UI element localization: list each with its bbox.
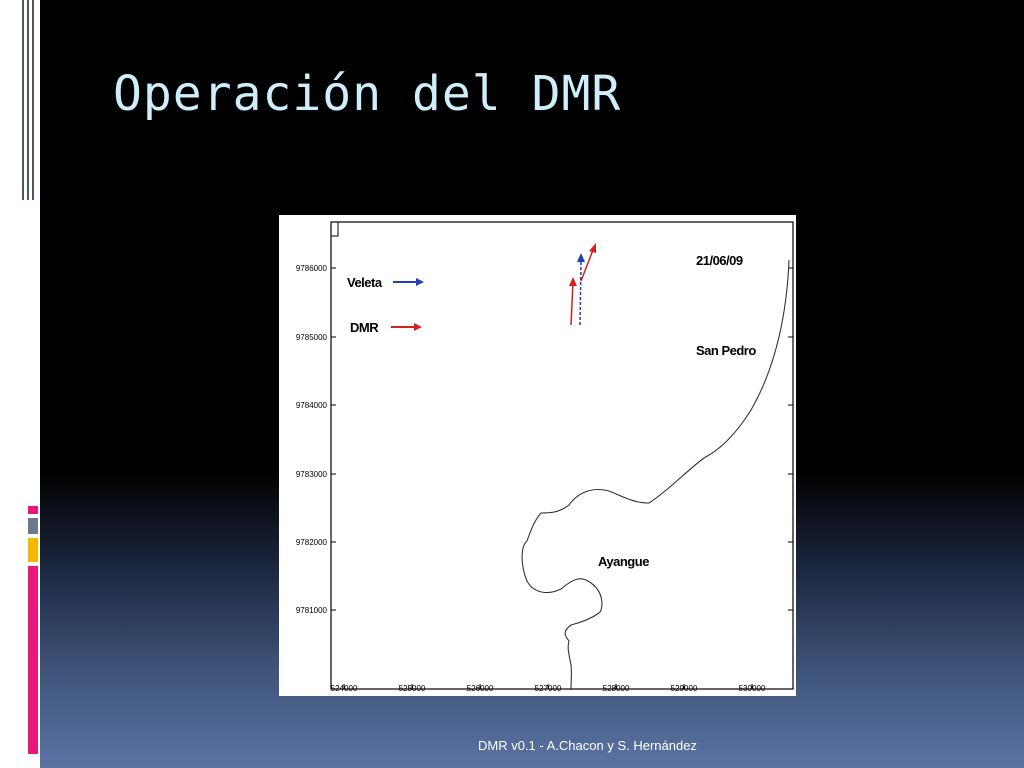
veleta-vector-head bbox=[577, 253, 585, 262]
slide-title: Operación del DMR bbox=[113, 66, 622, 122]
map-figure: 9786000 9785000 9784000 9783000 9782000 … bbox=[279, 215, 796, 696]
dmr-vector-head bbox=[569, 277, 577, 286]
date-label: 21/06/09 bbox=[696, 253, 743, 268]
y-tick-label: 9781000 bbox=[296, 606, 328, 615]
legend-label-dmr: DMR bbox=[350, 320, 379, 335]
place-label-ayangue: Ayangue bbox=[598, 554, 649, 569]
x-tick-label: 526000 bbox=[467, 684, 494, 693]
y-tick-label: 9784000 bbox=[296, 401, 328, 410]
x-tick-label: 528000 bbox=[603, 684, 630, 693]
accent-gray bbox=[28, 518, 38, 534]
legend-label-veleta: Veleta bbox=[347, 275, 383, 290]
corner-marker bbox=[330, 221, 339, 237]
dmr-vector bbox=[570, 282, 574, 326]
legend: Veleta DMR bbox=[347, 275, 424, 335]
x-tick-label: 525000 bbox=[399, 684, 426, 693]
x-tick-label: 524000 bbox=[331, 684, 358, 693]
band-lines bbox=[22, 0, 36, 200]
y-tick-label: 9782000 bbox=[296, 538, 328, 547]
slide-footer: DMR v0.1 - A.Chacon y S. Hernández bbox=[478, 738, 697, 753]
legend-arrowhead-veleta bbox=[416, 278, 424, 286]
x-tick-label: 529000 bbox=[671, 684, 698, 693]
dmr-vector bbox=[580, 249, 594, 282]
left-decorative-band bbox=[0, 0, 40, 768]
x-tick-label: 530000 bbox=[739, 684, 766, 693]
legend-arrowhead-dmr bbox=[414, 323, 422, 331]
y-tick-label: 9783000 bbox=[296, 470, 328, 479]
accent-pink-top bbox=[28, 506, 38, 514]
coastline bbox=[521, 259, 790, 691]
plot-frame bbox=[330, 221, 794, 690]
vector-arrows bbox=[569, 243, 596, 326]
accent-pink-long bbox=[28, 566, 38, 754]
map-svg: 9786000 9785000 9784000 9783000 9782000 … bbox=[296, 221, 794, 693]
x-tick-label: 527000 bbox=[535, 684, 562, 693]
place-label-san-pedro: San Pedro bbox=[696, 343, 756, 358]
dmr-vector-head bbox=[589, 243, 596, 253]
y-tick-label: 9786000 bbox=[296, 264, 328, 273]
y-axis: 9786000 9785000 9784000 9783000 9782000 … bbox=[296, 264, 793, 615]
veleta-vector bbox=[579, 260, 582, 326]
x-axis: 524000 525000 526000 527000 528000 52900… bbox=[331, 684, 766, 693]
accent-yellow bbox=[28, 538, 38, 562]
y-tick-label: 9785000 bbox=[296, 333, 328, 342]
